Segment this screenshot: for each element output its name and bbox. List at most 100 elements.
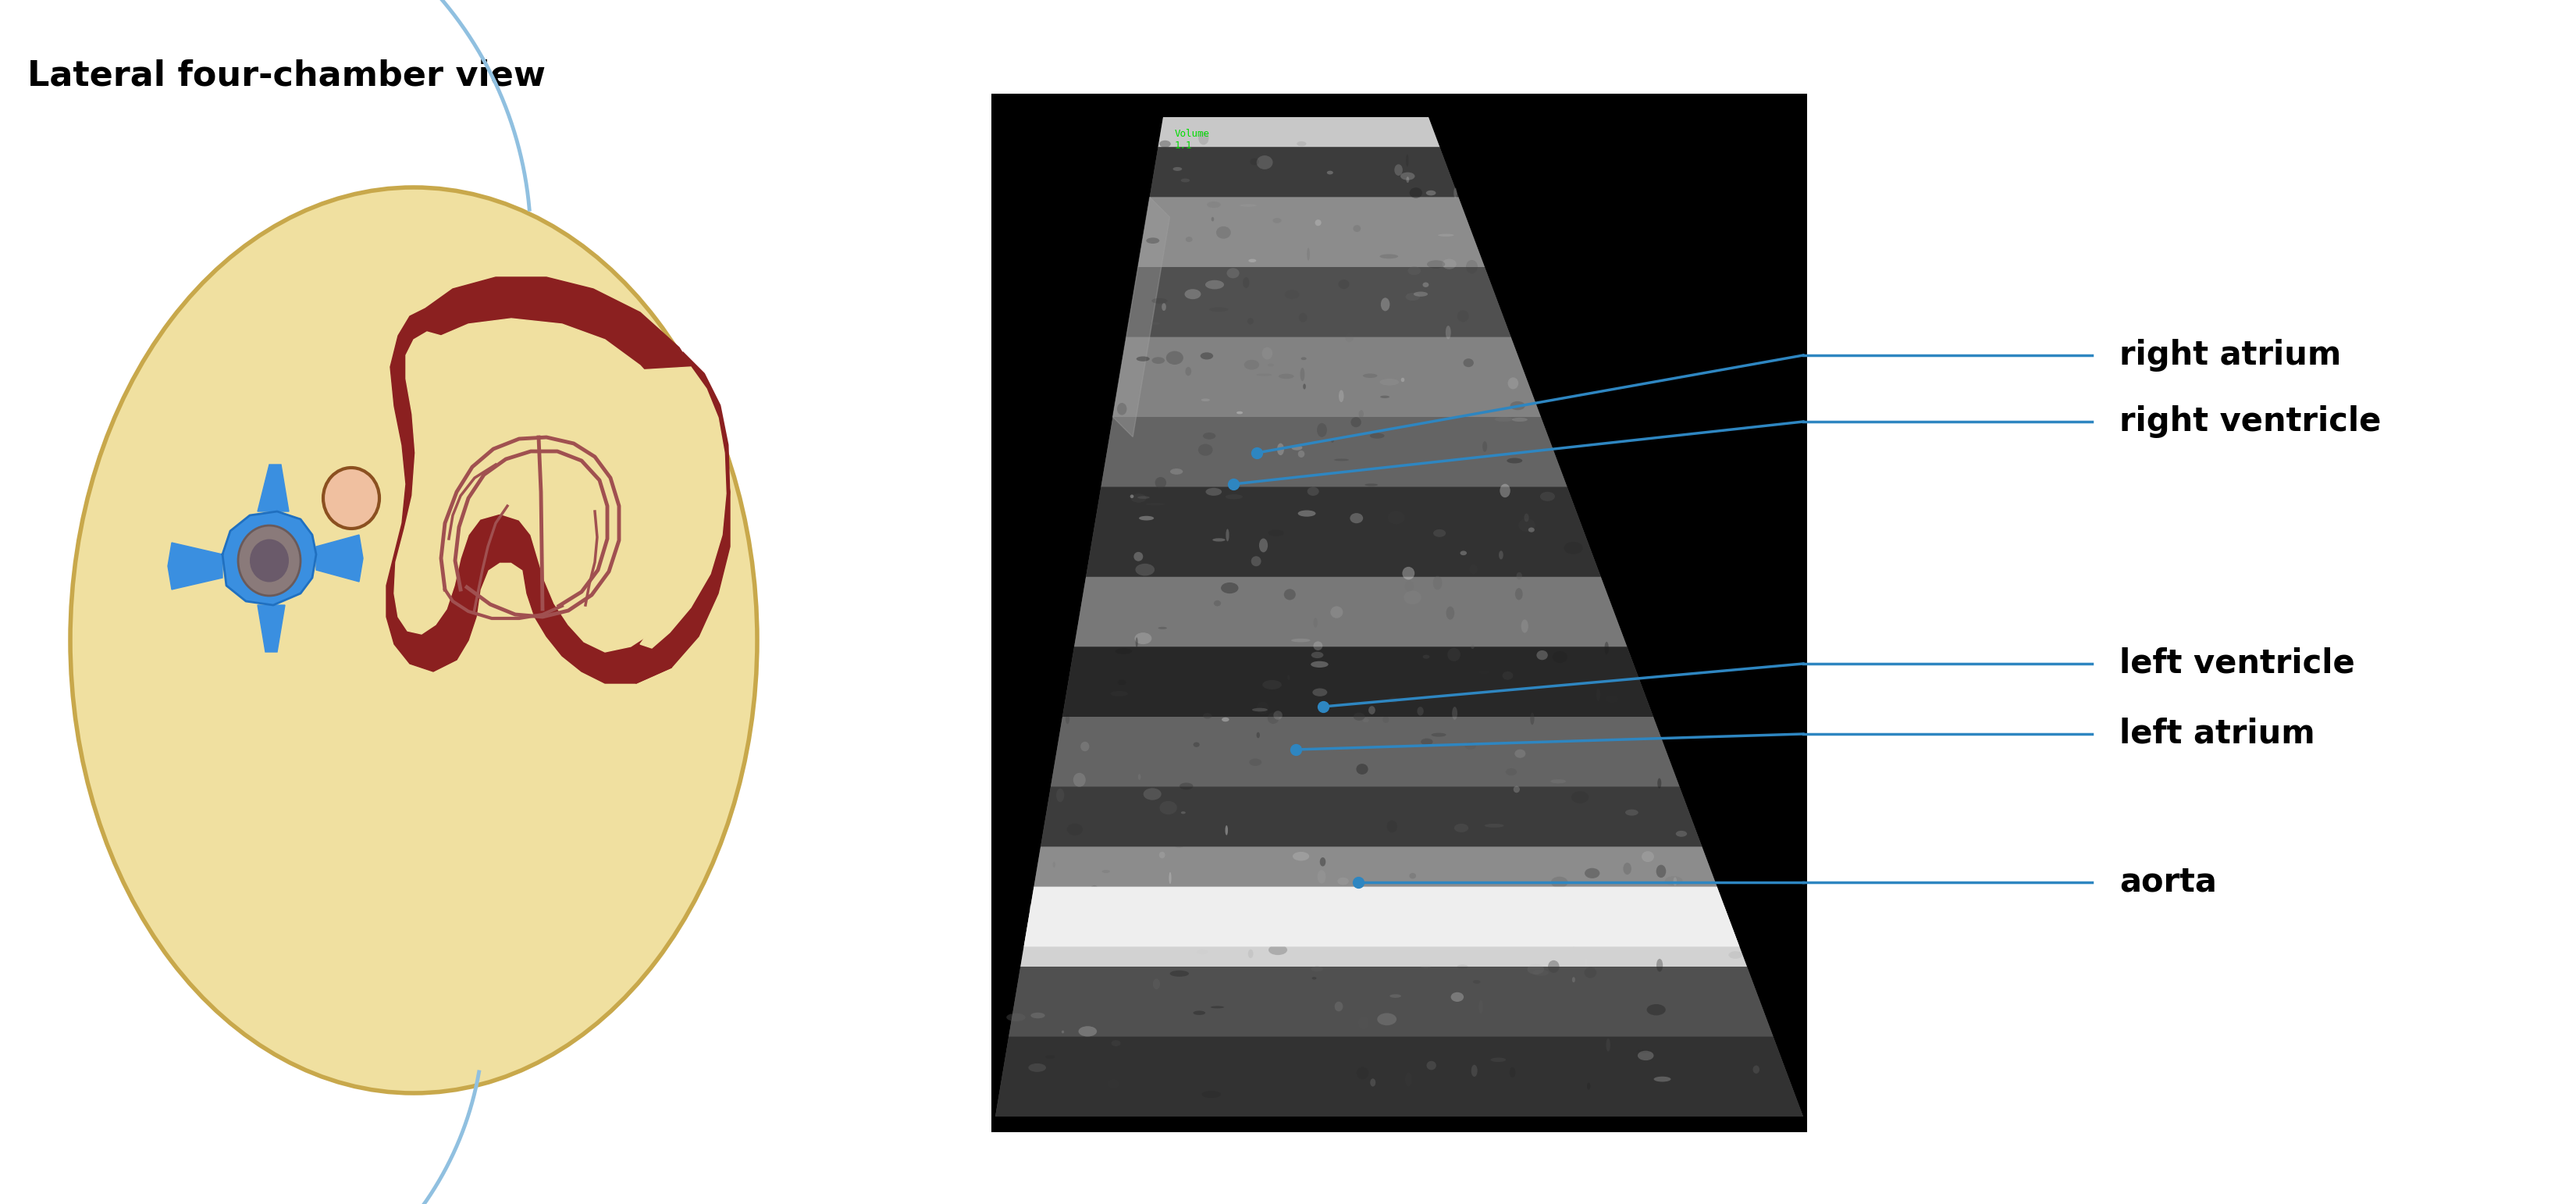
Ellipse shape xyxy=(1445,325,1450,340)
Ellipse shape xyxy=(1278,443,1283,455)
Ellipse shape xyxy=(1221,583,1239,594)
Ellipse shape xyxy=(1079,1026,1097,1037)
Ellipse shape xyxy=(1226,268,1239,278)
Ellipse shape xyxy=(1553,651,1566,663)
Ellipse shape xyxy=(1453,188,1458,199)
Ellipse shape xyxy=(1327,740,1334,746)
Ellipse shape xyxy=(1301,367,1303,382)
Ellipse shape xyxy=(1030,1013,1046,1019)
Ellipse shape xyxy=(1383,716,1388,724)
Ellipse shape xyxy=(1172,167,1182,171)
Ellipse shape xyxy=(1571,944,1577,946)
Ellipse shape xyxy=(1262,680,1283,690)
Ellipse shape xyxy=(1206,281,1224,289)
Polygon shape xyxy=(639,367,726,648)
Ellipse shape xyxy=(1159,627,1167,630)
Ellipse shape xyxy=(1298,510,1316,517)
Ellipse shape xyxy=(1244,360,1260,370)
Ellipse shape xyxy=(1481,441,1486,452)
Ellipse shape xyxy=(1154,979,1159,990)
Ellipse shape xyxy=(1316,423,1327,437)
Ellipse shape xyxy=(1028,1063,1046,1072)
Ellipse shape xyxy=(1200,399,1211,401)
Ellipse shape xyxy=(1406,266,1422,275)
Ellipse shape xyxy=(1203,432,1216,439)
Ellipse shape xyxy=(1445,607,1455,620)
Ellipse shape xyxy=(1146,503,1164,506)
Ellipse shape xyxy=(1502,672,1512,680)
Ellipse shape xyxy=(1056,789,1064,802)
Ellipse shape xyxy=(1193,742,1200,748)
Ellipse shape xyxy=(1257,155,1273,170)
Ellipse shape xyxy=(1597,689,1600,701)
Ellipse shape xyxy=(1450,442,1455,456)
Ellipse shape xyxy=(1515,749,1525,759)
Ellipse shape xyxy=(1216,226,1231,238)
Ellipse shape xyxy=(1427,190,1435,195)
Ellipse shape xyxy=(1525,513,1530,521)
Ellipse shape xyxy=(1605,1038,1610,1051)
Ellipse shape xyxy=(1440,890,1458,901)
Ellipse shape xyxy=(1113,923,1121,936)
Ellipse shape xyxy=(1656,958,1664,972)
Polygon shape xyxy=(394,319,698,653)
Ellipse shape xyxy=(1131,495,1133,498)
Ellipse shape xyxy=(1381,379,1399,385)
Ellipse shape xyxy=(1427,1061,1437,1070)
Ellipse shape xyxy=(1551,877,1569,887)
Ellipse shape xyxy=(1162,303,1167,311)
Ellipse shape xyxy=(1358,1016,1368,1029)
Ellipse shape xyxy=(1605,696,1618,703)
Ellipse shape xyxy=(1226,529,1229,542)
Ellipse shape xyxy=(1427,260,1445,268)
Ellipse shape xyxy=(1564,542,1582,554)
Ellipse shape xyxy=(1419,964,1432,968)
Ellipse shape xyxy=(1054,862,1056,868)
Ellipse shape xyxy=(1306,486,1319,496)
Ellipse shape xyxy=(1656,778,1662,789)
Ellipse shape xyxy=(1494,417,1515,421)
Text: right ventricle: right ventricle xyxy=(2120,406,2380,438)
Ellipse shape xyxy=(1319,857,1327,867)
Ellipse shape xyxy=(1515,588,1522,600)
Ellipse shape xyxy=(1409,873,1417,879)
Ellipse shape xyxy=(1636,1050,1651,1054)
Polygon shape xyxy=(1074,577,1628,647)
Ellipse shape xyxy=(1528,964,1543,974)
Ellipse shape xyxy=(1329,606,1342,618)
Polygon shape xyxy=(1087,486,1600,577)
Ellipse shape xyxy=(1432,733,1445,737)
Polygon shape xyxy=(1030,846,1723,907)
Ellipse shape xyxy=(1597,909,1610,921)
Text: aorta: aorta xyxy=(2120,866,2218,898)
Ellipse shape xyxy=(1291,445,1303,450)
Ellipse shape xyxy=(1473,895,1494,901)
Ellipse shape xyxy=(1512,418,1528,421)
Ellipse shape xyxy=(1546,896,1548,904)
Ellipse shape xyxy=(1479,671,1489,674)
Ellipse shape xyxy=(1046,1055,1054,1058)
Ellipse shape xyxy=(1540,491,1556,501)
Ellipse shape xyxy=(1510,899,1515,909)
Ellipse shape xyxy=(1484,824,1504,827)
Ellipse shape xyxy=(1533,969,1548,976)
Ellipse shape xyxy=(1257,732,1260,738)
Ellipse shape xyxy=(1401,378,1404,382)
Ellipse shape xyxy=(1239,205,1257,207)
Ellipse shape xyxy=(1267,945,1288,955)
Ellipse shape xyxy=(1571,976,1574,982)
Ellipse shape xyxy=(1139,517,1154,520)
Ellipse shape xyxy=(1110,691,1128,696)
Polygon shape xyxy=(167,543,222,590)
Polygon shape xyxy=(1126,267,1512,337)
Ellipse shape xyxy=(1350,417,1360,427)
Text: left ventricle: left ventricle xyxy=(2120,648,2354,680)
Ellipse shape xyxy=(1625,809,1638,815)
Ellipse shape xyxy=(1172,837,1185,848)
Ellipse shape xyxy=(1151,321,1159,325)
Ellipse shape xyxy=(1208,739,1221,748)
Ellipse shape xyxy=(1257,702,1270,714)
Ellipse shape xyxy=(1448,648,1461,661)
Ellipse shape xyxy=(1115,648,1131,654)
Ellipse shape xyxy=(1007,1014,1025,1021)
